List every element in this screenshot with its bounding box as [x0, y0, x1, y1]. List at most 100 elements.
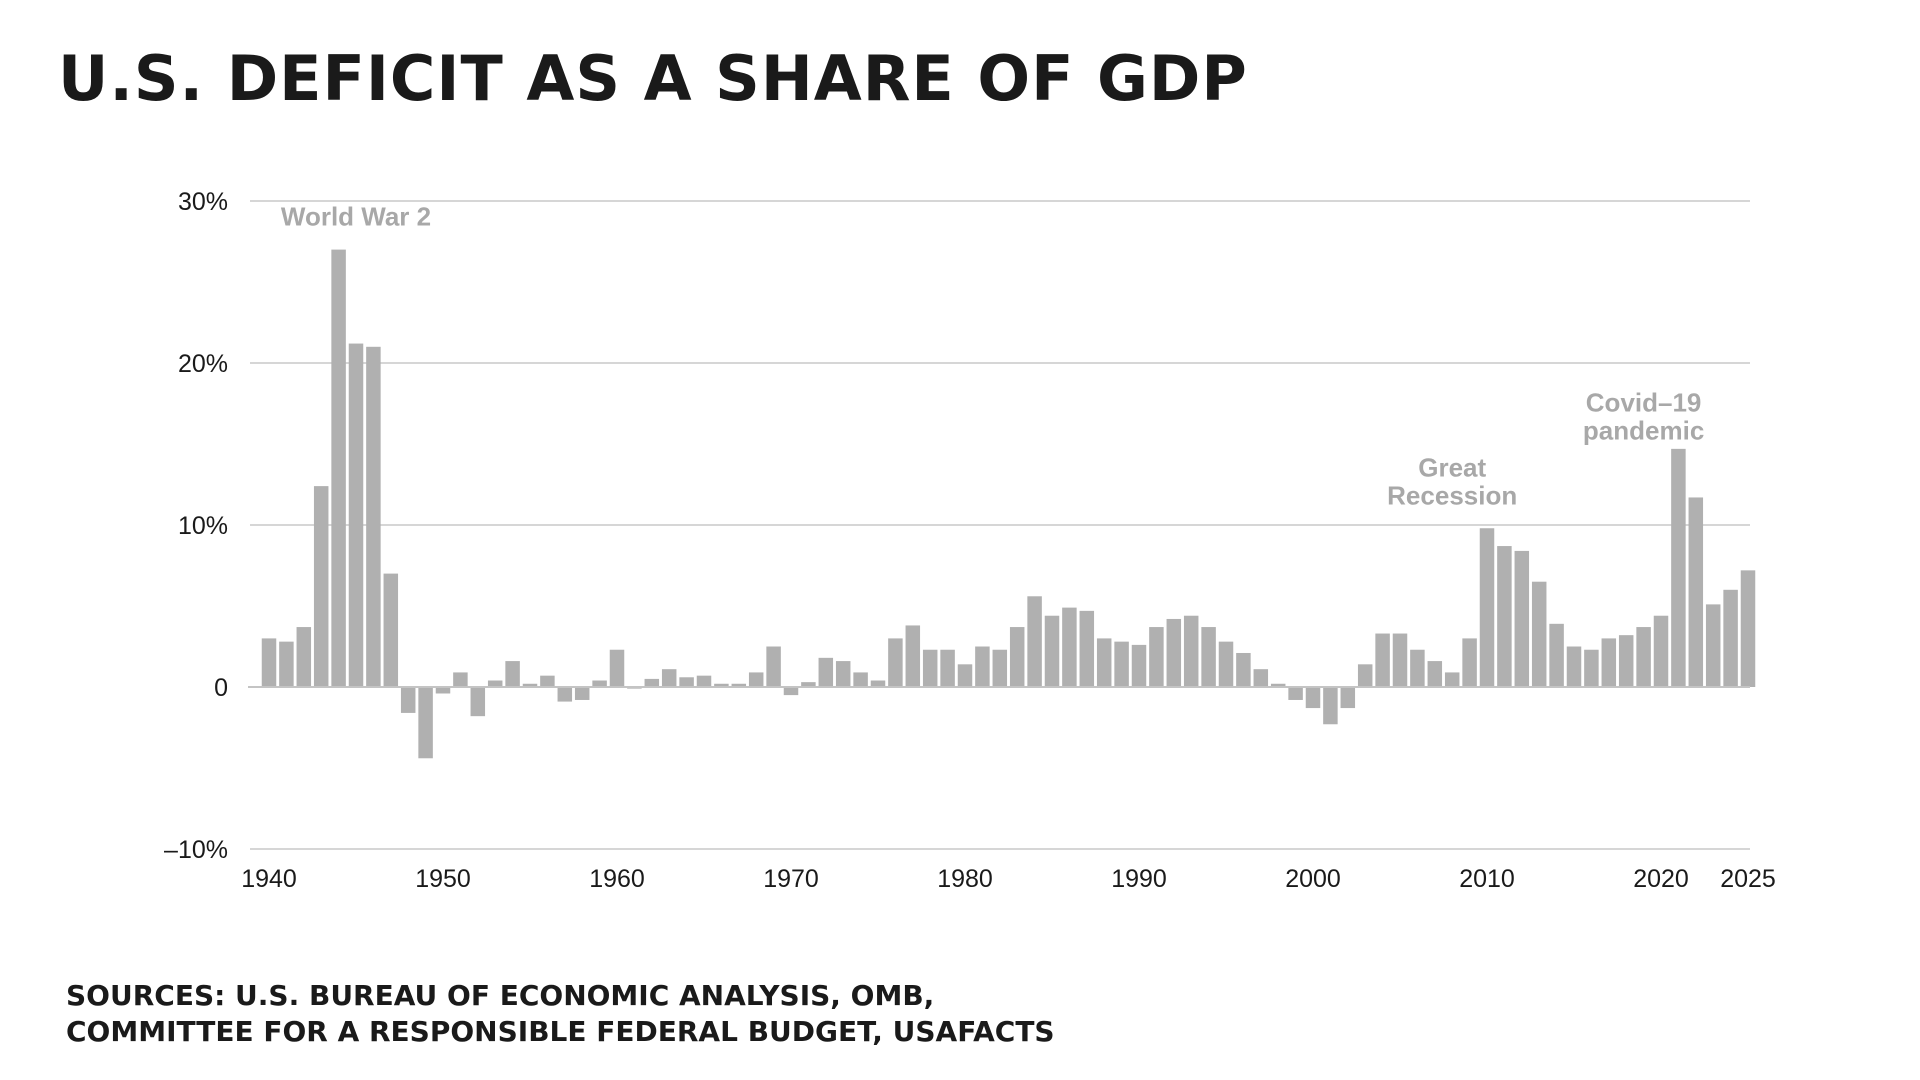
annotation-text: Recession — [1387, 480, 1517, 510]
bar — [1323, 687, 1338, 725]
annotation-text: Great — [1418, 452, 1486, 482]
bar — [1688, 497, 1704, 687]
bar — [644, 678, 660, 687]
bar — [714, 683, 729, 687]
bar — [1497, 546, 1512, 687]
sources-note: SOURCES: U.S. BUREAU OF ECONOMIC ANALYSI… — [66, 978, 1055, 1050]
bar — [1514, 550, 1530, 687]
bar — [1131, 644, 1147, 687]
bar — [801, 682, 816, 687]
bar — [1149, 627, 1164, 687]
sources-line-1: SOURCES: U.S. BUREAU OF ECONOMIC ANALYSI… — [66, 979, 935, 1012]
x-tick-label: 1980 — [937, 865, 993, 893]
bar — [957, 664, 973, 687]
bar — [975, 646, 990, 687]
bar — [731, 683, 747, 687]
bar — [1427, 661, 1443, 687]
y-axis-tick-labels: 30% 20% 10% 0 –10% — [164, 188, 228, 864]
bar — [261, 638, 277, 687]
bar — [1636, 627, 1651, 687]
bar — [1671, 448, 1686, 687]
bar — [279, 641, 294, 687]
y-tick-label: –10% — [164, 836, 228, 864]
bar — [1288, 687, 1303, 700]
bar — [766, 646, 781, 687]
bar — [1340, 687, 1356, 709]
y-tick-label: 20% — [178, 350, 228, 378]
y-tick-label: 0 — [214, 674, 228, 702]
bar — [1549, 623, 1564, 687]
x-tick-label: 2025 — [1720, 865, 1776, 893]
bar — [1166, 618, 1182, 687]
bar — [1410, 649, 1425, 687]
x-tick-label: 2010 — [1459, 865, 1515, 893]
bar — [1479, 528, 1495, 687]
gridlines — [250, 200, 1750, 850]
bar — [748, 672, 764, 687]
bar — [557, 687, 573, 702]
bar — [661, 669, 677, 687]
bar — [1044, 615, 1060, 687]
bar — [1114, 641, 1129, 687]
bar — [453, 672, 468, 687]
bar — [1009, 627, 1025, 687]
bar — [1740, 570, 1756, 687]
sources-line-2: COMMITTEE FOR A RESPONSIBLE FEDERAL BUDG… — [66, 1015, 1055, 1048]
y-tick-label: 10% — [178, 512, 228, 540]
x-tick-label: 2000 — [1285, 865, 1341, 893]
bar — [1566, 646, 1582, 687]
bar — [870, 680, 886, 687]
bar — [888, 638, 903, 687]
bar — [313, 486, 329, 687]
bar — [1062, 607, 1077, 687]
bar — [1618, 635, 1634, 687]
bar — [818, 657, 834, 687]
x-tick-label: 1960 — [589, 865, 645, 893]
bar — [1444, 672, 1460, 687]
bar — [1392, 633, 1408, 687]
bar — [1357, 664, 1373, 687]
bar — [383, 573, 399, 687]
bar — [853, 672, 868, 687]
bar — [1584, 649, 1599, 687]
x-tick-label: 2020 — [1633, 865, 1689, 893]
bar — [940, 649, 955, 687]
x-axis-tick-labels: 1940 1950 1960 1970 1980 1990 2000 2010 2020 2025 — [241, 865, 1776, 893]
bar — [540, 675, 555, 687]
bar — [296, 627, 312, 687]
bar — [1201, 627, 1216, 687]
bar — [1027, 596, 1042, 687]
x-tick-label: 1970 — [763, 865, 819, 893]
bar — [992, 649, 1008, 687]
bar — [366, 346, 381, 687]
bar — [574, 687, 590, 700]
bar — [435, 687, 451, 694]
bar — [470, 687, 486, 717]
y-tick-label: 30% — [178, 188, 228, 216]
bar — [1183, 615, 1199, 687]
bar — [679, 677, 694, 687]
bar — [592, 680, 607, 687]
annotation-text: World War 2 — [281, 201, 431, 231]
annotation-text: Covid–19 — [1586, 388, 1702, 418]
bar — [418, 687, 433, 759]
bar — [1462, 638, 1477, 687]
bar — [522, 683, 538, 687]
bar — [1253, 669, 1269, 687]
x-tick-label: 1950 — [415, 865, 471, 893]
bar — [1079, 610, 1095, 687]
x-tick-label: 1940 — [241, 865, 297, 893]
bar — [783, 687, 799, 696]
bar — [400, 687, 416, 713]
x-tick-label: 1990 — [1111, 865, 1167, 893]
bar — [1305, 687, 1321, 709]
bar — [1096, 638, 1112, 687]
bar — [922, 649, 938, 687]
bar — [1723, 589, 1738, 687]
bar — [1653, 615, 1669, 687]
